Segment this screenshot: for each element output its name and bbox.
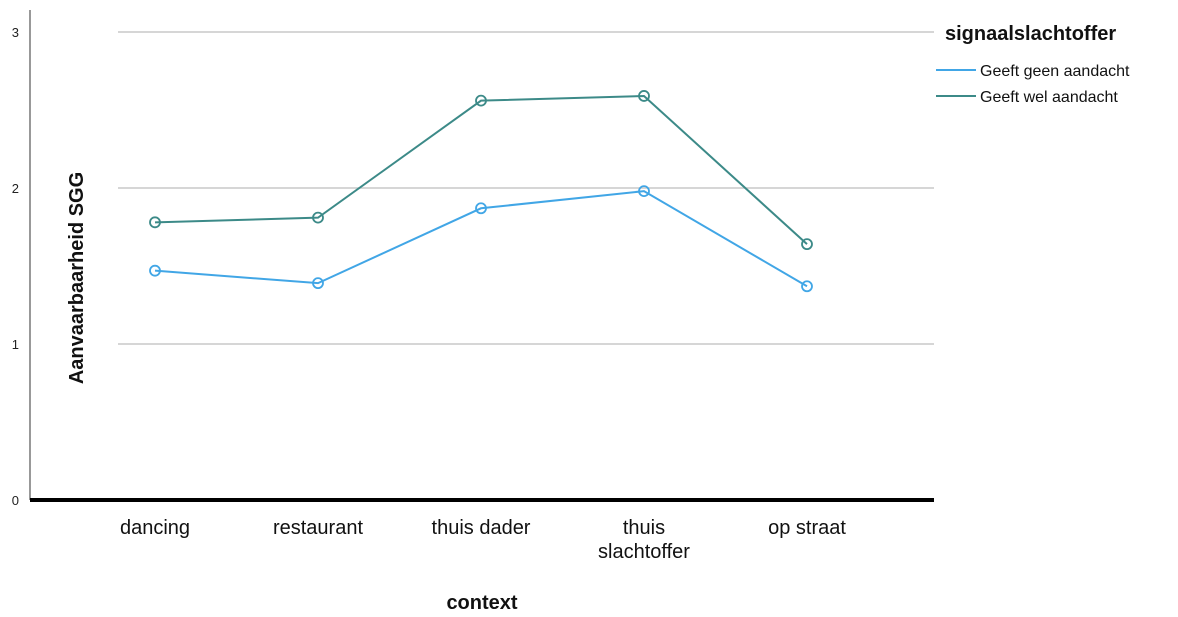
series-lines	[149, 90, 813, 293]
data-point	[312, 277, 324, 290]
x-tick-label-line: thuis dader	[432, 517, 531, 539]
data-point	[475, 202, 487, 215]
series-1	[149, 90, 813, 251]
series-0	[149, 185, 813, 293]
data-point	[638, 90, 650, 102]
x-tick-label-line: slachtoffer	[598, 541, 690, 563]
gridlines	[118, 31, 934, 345]
x-tick-label-line: op straat	[768, 517, 846, 539]
x-tick-label-line: thuis	[623, 517, 665, 539]
legend: signaalslachtoffer Geeft geen aandachtGe…	[936, 23, 1130, 106]
data-point	[638, 185, 650, 198]
x-tick-label: restaurant	[273, 517, 363, 539]
legend-label: Geeft geen aandacht	[980, 63, 1130, 80]
y-tick-label: 0	[12, 493, 19, 508]
x-tick-label: op straat	[768, 517, 846, 539]
x-tick-label: thuis slachtoffer	[598, 517, 690, 563]
legend-label: Geeft wel aandacht	[980, 89, 1118, 106]
data-point	[801, 280, 813, 293]
data-point	[149, 264, 161, 277]
y-tick-label: 1	[12, 337, 19, 352]
data-point	[149, 216, 161, 229]
y-axis-title: Aanvaarbaarheid SGG	[66, 172, 88, 384]
data-point	[312, 211, 324, 224]
legend-item: Geeft geen aandacht	[936, 63, 1130, 80]
data-point	[801, 238, 813, 251]
y-tick-labels: 0 1 2 3	[12, 25, 19, 508]
legend-item: Geeft wel aandacht	[936, 89, 1118, 106]
x-axis-title: context	[446, 592, 517, 614]
legend-items: Geeft geen aandacht Geeft wel aandacht	[936, 63, 1130, 106]
legend-title: signaalslachtoffer	[945, 23, 1116, 45]
x-tick-label: thuis dader	[432, 517, 531, 539]
series-line	[154, 94, 808, 245]
y-tick-label: 2	[12, 181, 19, 196]
series-line	[154, 190, 808, 288]
x-tick-labels: dancing restaurant thuis dader thuis slachto…	[120, 517, 846, 563]
y-tick-label: 3	[12, 25, 19, 40]
data-point	[475, 94, 487, 107]
x-tick-label: dancing	[120, 517, 190, 539]
x-tick-label-line: restaurant	[273, 517, 363, 539]
x-tick-label-line: dancing	[120, 517, 190, 539]
